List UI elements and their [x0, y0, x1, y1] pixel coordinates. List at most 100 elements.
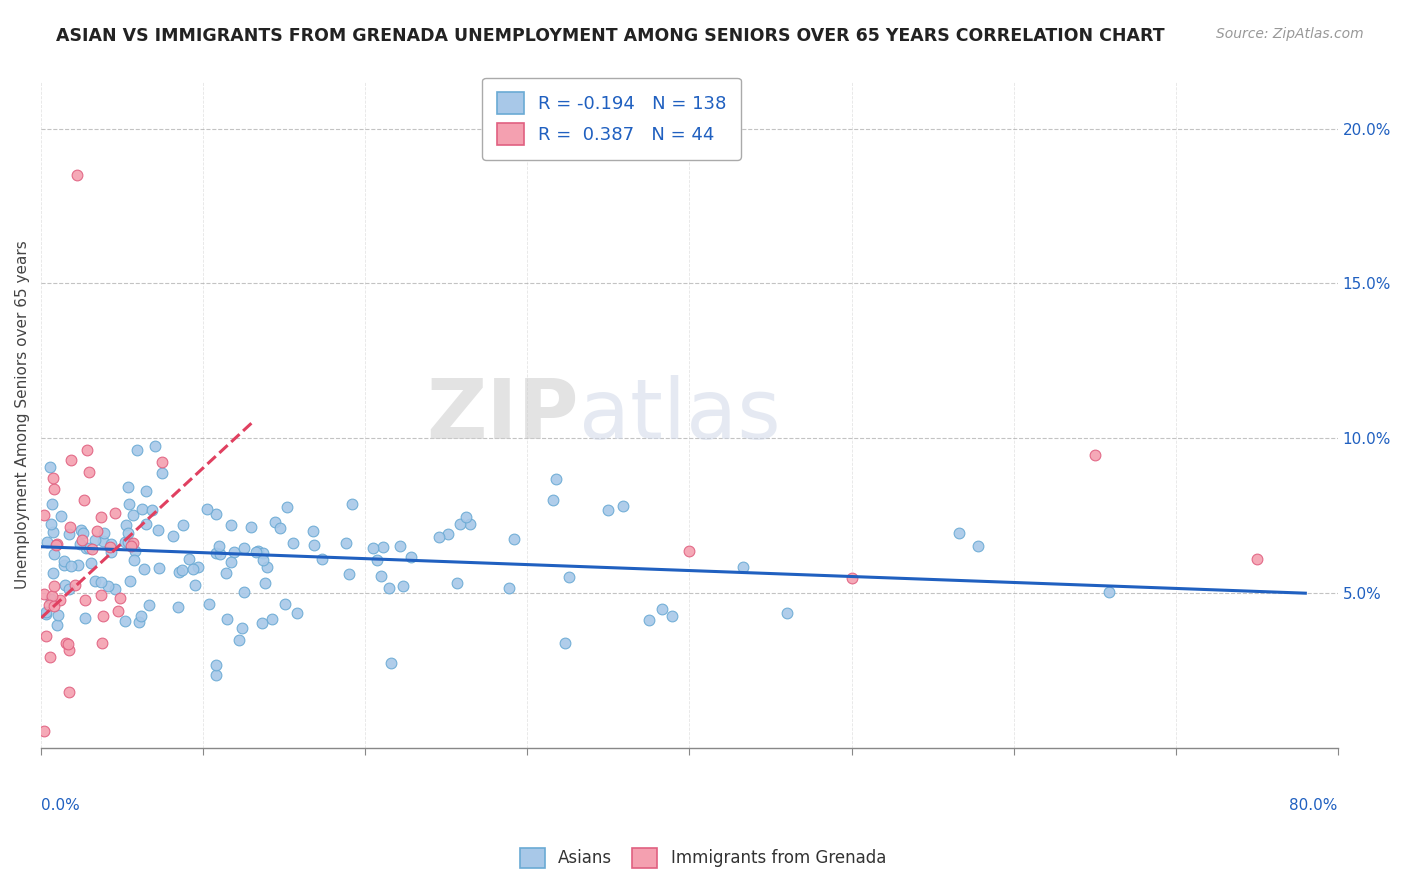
Point: [150, 455, 173, 469]
Point: [114, 614, 136, 628]
Point: [541, 493, 564, 508]
Point: [90, 509, 112, 524]
Point: [69, 537, 91, 551]
Point: [209, 547, 232, 561]
Point: [502, 532, 524, 546]
Point: [302, 538, 325, 552]
Point: [269, 521, 291, 535]
Point: [678, 544, 700, 558]
Point: [219, 518, 242, 533]
Point: [215, 566, 238, 580]
Point: [42, 566, 65, 580]
Point: [100, 537, 122, 551]
Point: [498, 581, 520, 595]
Point: [208, 540, 231, 554]
Point: [39, 517, 62, 532]
Point: [37, 534, 59, 549]
Point: [125, 442, 148, 457]
Point: [72, 525, 94, 540]
Point: [256, 559, 278, 574]
Point: [53, 578, 76, 592]
Point: [135, 516, 157, 531]
Point: [401, 550, 423, 565]
Point: [115, 517, 138, 532]
Point: [98, 540, 121, 554]
Point: [948, 525, 970, 540]
Point: [651, 602, 673, 616]
Point: [93, 526, 115, 541]
Point: [42, 599, 65, 614]
Point: [42, 482, 65, 496]
Point: [70, 524, 93, 538]
Point: [427, 530, 450, 544]
Point: [34, 508, 56, 523]
Point: [114, 534, 136, 549]
Point: [91, 608, 114, 623]
Point: [138, 598, 160, 612]
Point: [274, 598, 297, 612]
Point: [76, 442, 98, 457]
Point: [90, 574, 112, 589]
Point: [554, 636, 576, 650]
Point: [79, 557, 101, 571]
Point: [58, 642, 80, 657]
Point: [179, 551, 201, 566]
Point: [449, 516, 471, 531]
Point: [59, 520, 82, 534]
Point: [232, 541, 254, 555]
Point: [86, 524, 108, 538]
Point: [83, 533, 105, 548]
Point: [252, 615, 274, 630]
Point: [77, 541, 100, 556]
Point: [34, 723, 56, 738]
Point: [46, 607, 69, 622]
Point: [118, 574, 141, 589]
Point: [637, 613, 659, 627]
Point: [285, 607, 308, 621]
Point: [124, 544, 146, 558]
Point: [42, 524, 65, 539]
Point: [63, 578, 86, 592]
Point: [380, 657, 402, 671]
Point: [162, 529, 184, 543]
Point: [75, 541, 97, 555]
Point: [35, 606, 58, 620]
Point: [596, 503, 619, 517]
Point: [122, 553, 145, 567]
Point: [135, 484, 157, 499]
Point: [100, 545, 122, 559]
Point: [371, 540, 394, 554]
Point: [58, 582, 80, 596]
Point: [73, 593, 96, 607]
Point: [39, 592, 62, 607]
Point: [222, 545, 245, 559]
Point: [302, 524, 325, 539]
Point: [172, 517, 194, 532]
Point: [366, 553, 388, 567]
Point: [41, 497, 63, 511]
Point: [59, 452, 82, 467]
Point: [67, 558, 90, 572]
Point: [181, 562, 204, 576]
Point: [46, 537, 69, 551]
Point: [141, 502, 163, 516]
Point: [38, 598, 60, 612]
Point: [340, 497, 363, 511]
Point: [97, 578, 120, 592]
Point: [187, 560, 209, 574]
Legend: R = -0.194   N = 138, R =  0.387   N = 44: R = -0.194 N = 138, R = 0.387 N = 44: [482, 78, 741, 160]
Point: [146, 524, 169, 538]
Point: [51, 509, 73, 524]
Point: [84, 574, 107, 588]
Point: [117, 535, 139, 549]
Point: [172, 563, 194, 577]
Point: [90, 588, 112, 602]
Point: [58, 527, 80, 541]
Point: [264, 515, 287, 529]
Point: [311, 551, 333, 566]
Point: [219, 555, 242, 569]
Point: [195, 502, 218, 516]
Point: [134, 562, 156, 576]
Point: [35, 607, 58, 621]
Point: [82, 541, 104, 556]
